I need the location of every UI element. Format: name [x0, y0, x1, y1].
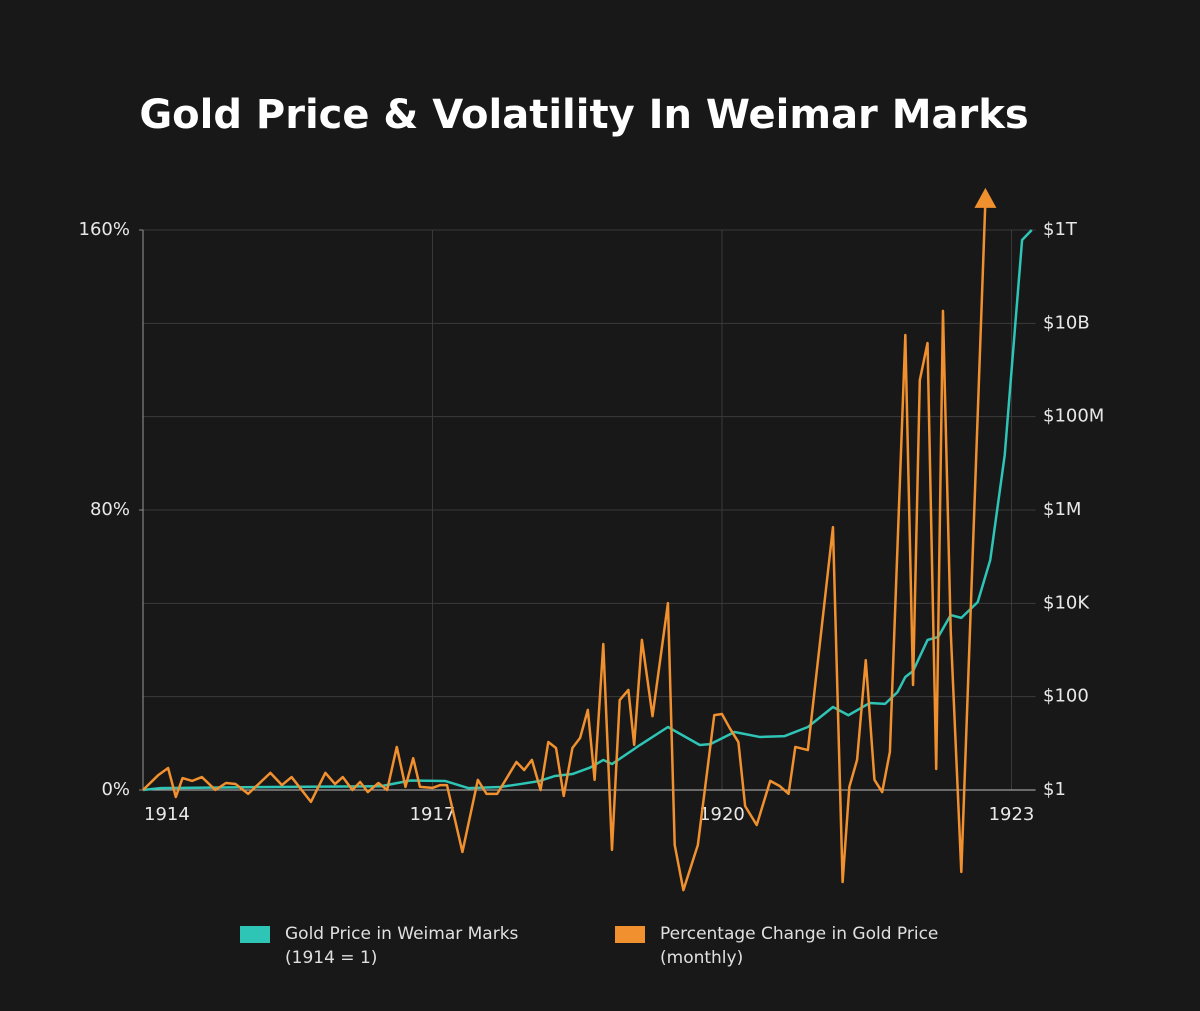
y-tick-label: 160%: [79, 219, 130, 240]
y2-tick-label: $10B: [1043, 312, 1090, 333]
x-tick-label: 1917: [410, 804, 456, 825]
chart-title: Gold Price & Volatility In Weimar Marks: [139, 92, 1028, 138]
y2-tick-label: $100M: [1043, 406, 1104, 427]
legend-label: Percentage Change in Gold Price (monthly…: [660, 924, 939, 968]
series-line: [142, 199, 987, 892]
y2-tick-label: $1: [1043, 779, 1066, 800]
y2-tick-label: $100: [1043, 686, 1089, 707]
legend-label: Gold Price in Weimar Marks (1914 = 1): [285, 924, 519, 968]
legend-item: Gold Price in Weimar Marks (1914 = 1): [240, 922, 535, 970]
y2-tick-label: $1T: [1043, 219, 1078, 240]
y2-tick-label: $1M: [1043, 499, 1081, 520]
y2-tick-label: $10K: [1043, 592, 1090, 613]
x-tick-label: 1914: [144, 804, 190, 825]
arrow-head: [974, 187, 997, 208]
legend-item: Percentage Change in Gold Price (monthly…: [615, 922, 950, 970]
legend-swatch: [240, 926, 270, 943]
series-line: [142, 229, 1033, 792]
x-tick-label: 1923: [989, 804, 1035, 825]
y-tick-label: 80%: [90, 499, 130, 520]
x-tick-label: 1920: [699, 804, 745, 825]
y-tick-label: 0%: [101, 779, 130, 800]
legend-swatch: [615, 926, 645, 943]
